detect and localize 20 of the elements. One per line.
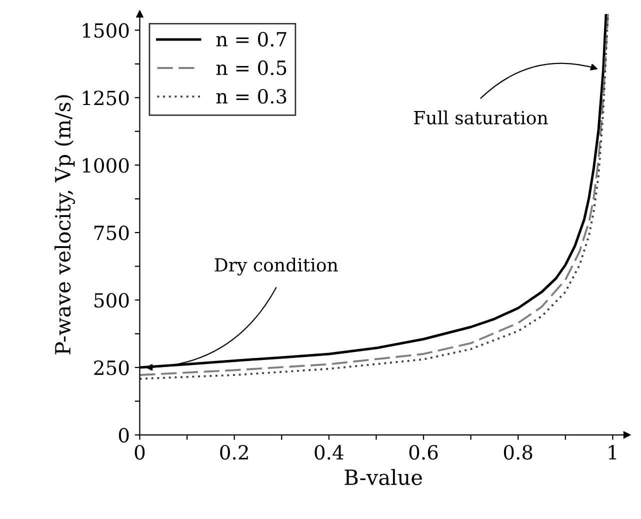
x-tick-label: 0 [134,444,145,460]
y-tick-label: 500 [94,292,129,308]
x-tick-label: 0.6 [409,444,438,460]
annotation: Full saturation [414,110,548,124]
y-tick-label: 1250 [82,90,129,106]
x-tick-label: 0.8 [504,444,532,460]
y-axis-title: P-wave velocity, Vp (m/s) [54,95,75,354]
legend-label: n = 0.3 [216,88,286,104]
y-tick-label: 250 [94,360,129,376]
y-tick-label: 1500 [82,23,129,38]
x-axis-title: B-value [344,469,422,486]
legend-label: n = 0.7 [216,32,286,47]
legend-label: n = 0.5 [216,60,286,76]
x-tick-label: 0.4 [314,444,344,460]
x-tick-label: 0.2 [220,444,248,460]
y-tick-label: 0 [118,428,129,443]
annotation: Dry condition [214,258,338,276]
y-tick-label: 1000 [82,158,129,173]
y-tick-label: 750 [94,226,129,240]
x-tick-label: 1 [608,444,616,460]
